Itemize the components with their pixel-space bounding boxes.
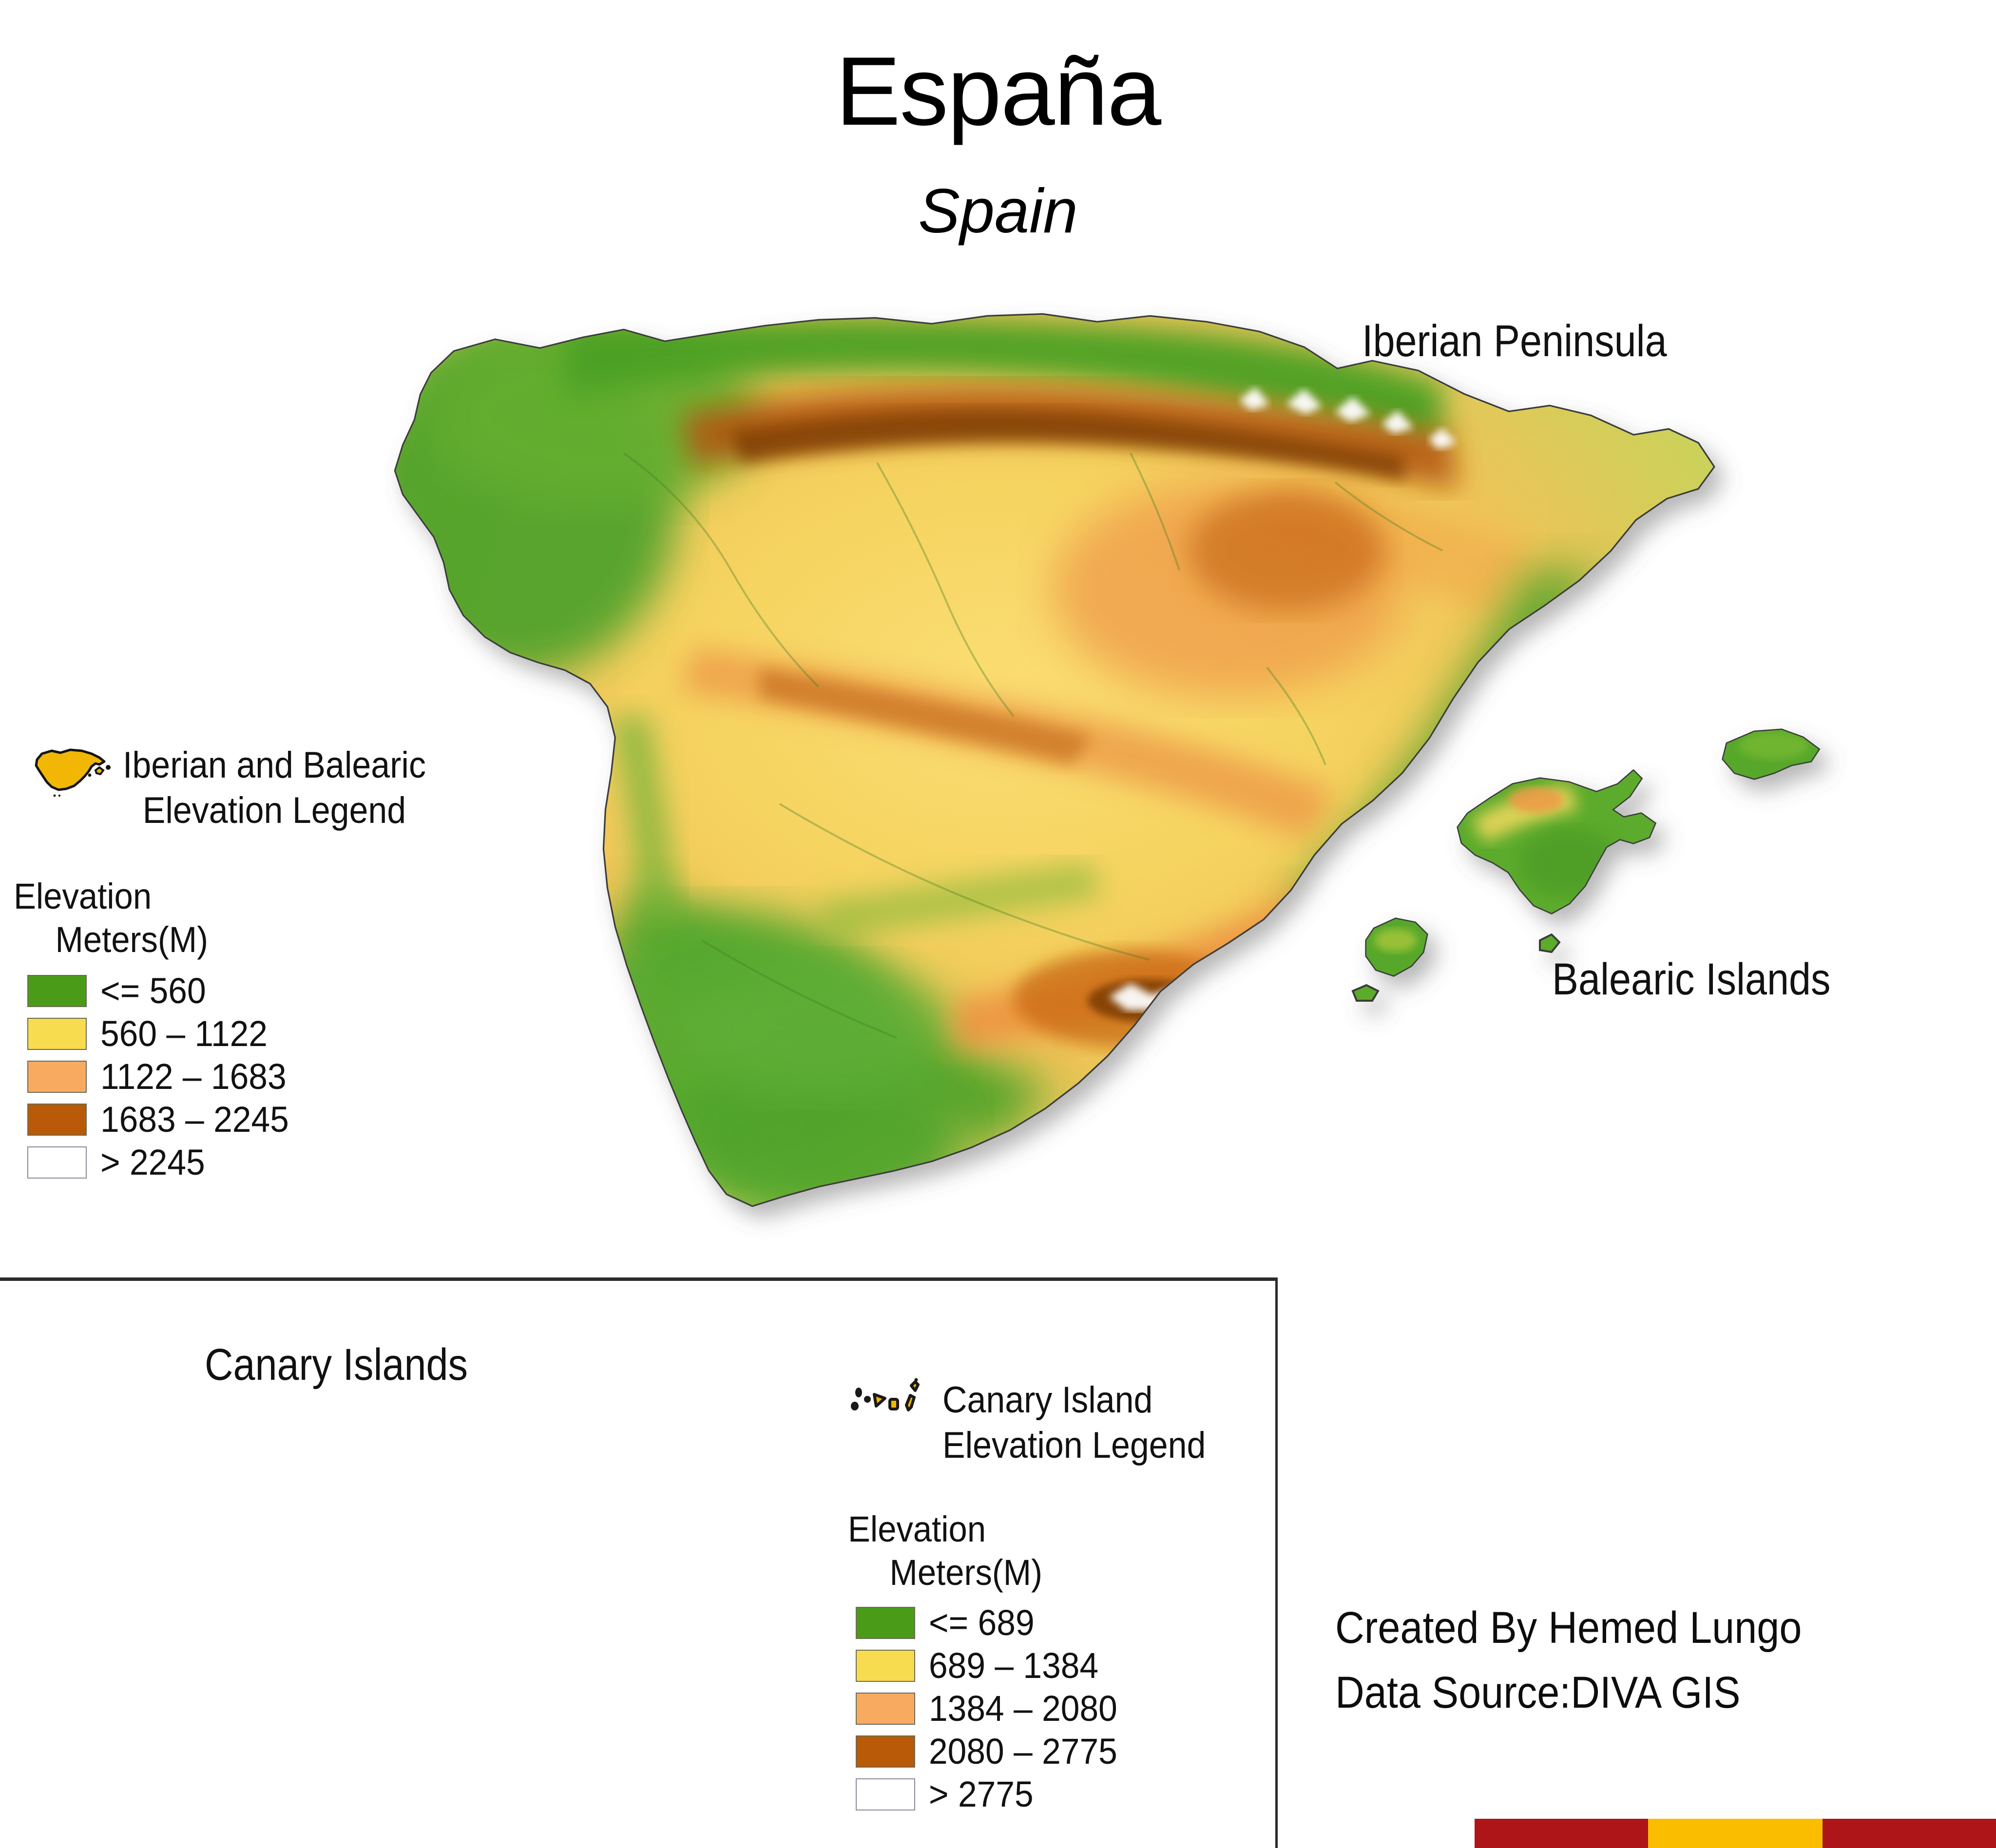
- swatch-class-5: [856, 1778, 915, 1811]
- label-iberian-peninsula: Iberian Peninsula: [1362, 316, 1667, 366]
- legend-row: 1683 – 2245: [27, 1098, 452, 1141]
- spain-silhouette-icon: [31, 743, 114, 801]
- iberian-legend-classes: <= 560 560 – 1122 1122 – 1683 1683 – 224…: [27, 970, 452, 1184]
- page-title: España: [835, 37, 1161, 146]
- credits-block: Created By Hemed Lungo Data Source:DIVA …: [1335, 1596, 1854, 1726]
- legend-row: 2080 – 2775: [856, 1730, 1228, 1773]
- legend-row: <= 560: [27, 970, 452, 1012]
- page-subtitle: Spain: [918, 176, 1078, 246]
- credit-author: Created By Hemed Lungo: [1335, 1603, 1802, 1653]
- swatch-class-2: [856, 1650, 915, 1682]
- iberian-legend-heading: Iberian and Balearic Elevation Legend: [123, 744, 426, 831]
- iberian-peninsula-map: [273, 258, 1881, 1276]
- legend-row: 1122 – 1683: [27, 1055, 452, 1098]
- swatch-class-1: [27, 975, 87, 1008]
- legend-row: 1384 – 2080: [856, 1687, 1228, 1730]
- iberian-elevation-legend: Iberian and Balearic Elevation Legend El…: [14, 743, 452, 1184]
- legend-row: 689 – 1384: [856, 1644, 1228, 1687]
- legend-row: > 2775: [856, 1773, 1228, 1816]
- flag-stripe-red-right: [1822, 1819, 1996, 1848]
- credit-data-source: Data Source:DIVA GIS: [1335, 1668, 1741, 1718]
- label-balearic-islands: Balearic Islands: [1552, 954, 1831, 1004]
- iberia-relief: [396, 315, 1713, 1205]
- swatch-class-2: [27, 1018, 87, 1050]
- swatch-class-4: [27, 1104, 87, 1136]
- canary-legend-heading: Canary Island Elevation Legend: [942, 1379, 1206, 1466]
- canary-legend-title: Elevation Meters(M): [848, 1509, 1043, 1593]
- swatch-class-3: [27, 1061, 87, 1093]
- iberian-legend-title: Elevation Meters(M): [14, 876, 209, 960]
- swatch-class-5: [27, 1146, 87, 1179]
- flag-stripe-yellow: [1648, 1819, 1823, 1848]
- swatch-class-1: [856, 1607, 915, 1639]
- label-canary-islands: Canary Islands: [205, 1340, 468, 1390]
- canary-elevation-legend: Canary Island Elevation Legend Elevation…: [848, 1378, 1228, 1816]
- legend-row: <= 689: [856, 1601, 1228, 1644]
- swatch-class-4: [856, 1735, 915, 1768]
- canary-islands-silhouette-icon: [848, 1378, 932, 1420]
- canary-islands-inset-panel: [0, 1277, 1278, 1848]
- flag-stripe-red-left: [1475, 1819, 1649, 1848]
- legend-row: > 2245: [27, 1141, 452, 1184]
- spain-flag: [1475, 1819, 1996, 1848]
- canary-legend-classes: <= 689 689 – 1384 1384 – 2080 2080 – 277…: [856, 1601, 1228, 1816]
- swatch-class-3: [856, 1693, 915, 1725]
- legend-row: 560 – 1122: [27, 1012, 452, 1055]
